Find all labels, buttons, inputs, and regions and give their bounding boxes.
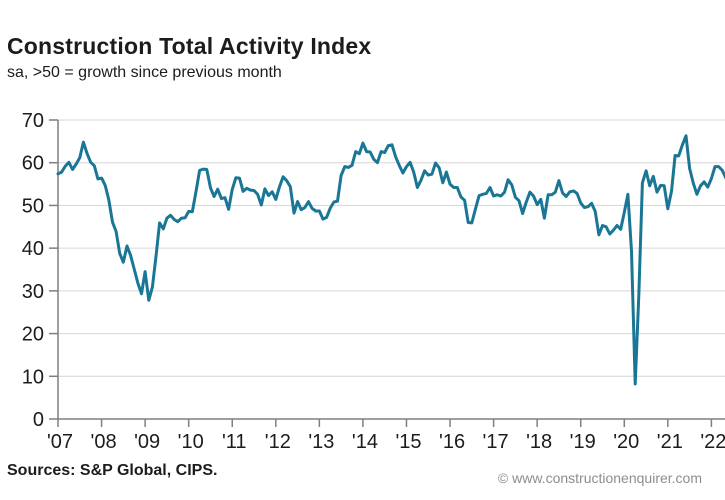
x-axis-label: '22 xyxy=(700,431,725,453)
y-axis-label: 0 xyxy=(33,409,44,431)
x-axis-label: '20 xyxy=(613,431,639,453)
x-axis-label: '11 xyxy=(222,431,247,453)
x-axis-label: '07 xyxy=(47,431,73,453)
y-axis-label: 70 xyxy=(22,110,44,132)
y-axis-label: 30 xyxy=(22,281,44,303)
watermark: © www.constructionenquirer.com xyxy=(497,470,702,486)
y-axis-label: 20 xyxy=(22,324,44,346)
x-axis-label: '14 xyxy=(352,431,378,453)
x-axis-label: '08 xyxy=(91,431,117,453)
x-axis-label: '13 xyxy=(308,431,334,453)
activity-index-series-line xyxy=(56,134,725,386)
chart-subtitle: sa, >50 = growth since previous month xyxy=(7,64,282,81)
x-axis-label: '15 xyxy=(395,431,421,453)
x-axis-label: '18 xyxy=(526,431,552,453)
y-axis-label: 60 xyxy=(22,153,44,175)
chart-title: Construction Total Activity Index xyxy=(7,33,372,59)
x-axis-label: '19 xyxy=(570,431,596,453)
x-axis-label: '16 xyxy=(439,431,465,453)
sources-note: Sources: S&P Global, CIPS. xyxy=(7,462,218,479)
y-axis-label: 50 xyxy=(22,195,44,217)
y-axis-label: 10 xyxy=(22,366,44,388)
x-axis-label: '17 xyxy=(483,431,509,453)
y-axis-label: 40 xyxy=(22,238,44,260)
x-axis-label: '10 xyxy=(178,431,204,453)
x-axis-label: '09 xyxy=(134,431,160,453)
x-axis-label: '21 xyxy=(657,431,683,453)
x-axis-label: '12 xyxy=(265,431,291,453)
